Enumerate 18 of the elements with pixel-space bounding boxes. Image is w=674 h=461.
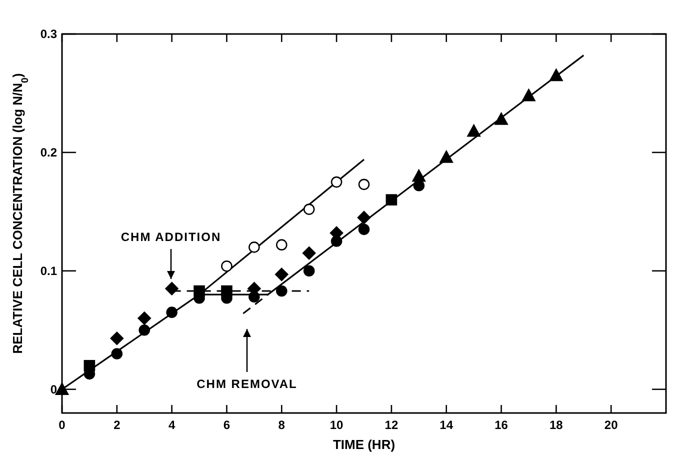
x-tick-label: 0 bbox=[58, 418, 66, 432]
y-tick-label: 0.3 bbox=[40, 27, 58, 41]
x-tick-label: 10 bbox=[330, 418, 344, 432]
x-tick-label: 16 bbox=[494, 418, 508, 432]
y-tick-label: 0.2 bbox=[40, 145, 58, 160]
x-tick-label: 20 bbox=[604, 418, 618, 432]
x-tick-label: 2 bbox=[114, 418, 121, 432]
y-tick-label: 0 bbox=[50, 382, 58, 396]
x-tick-label: 8 bbox=[278, 418, 286, 432]
annotation: CHM ADDITION bbox=[120, 230, 222, 244]
x-tick-label: 18 bbox=[550, 418, 564, 432]
x-axis-title: TIME (HR) bbox=[332, 437, 396, 452]
y-tick-label: 0.1 bbox=[40, 264, 58, 278]
x-tick-label: 6 bbox=[223, 418, 230, 432]
x-tick-label: 12 bbox=[384, 418, 398, 432]
x-tick-label: 14 bbox=[440, 418, 454, 432]
x-tick-label: 4 bbox=[168, 418, 176, 432]
annotation: CHM REMOVAL bbox=[196, 377, 298, 391]
